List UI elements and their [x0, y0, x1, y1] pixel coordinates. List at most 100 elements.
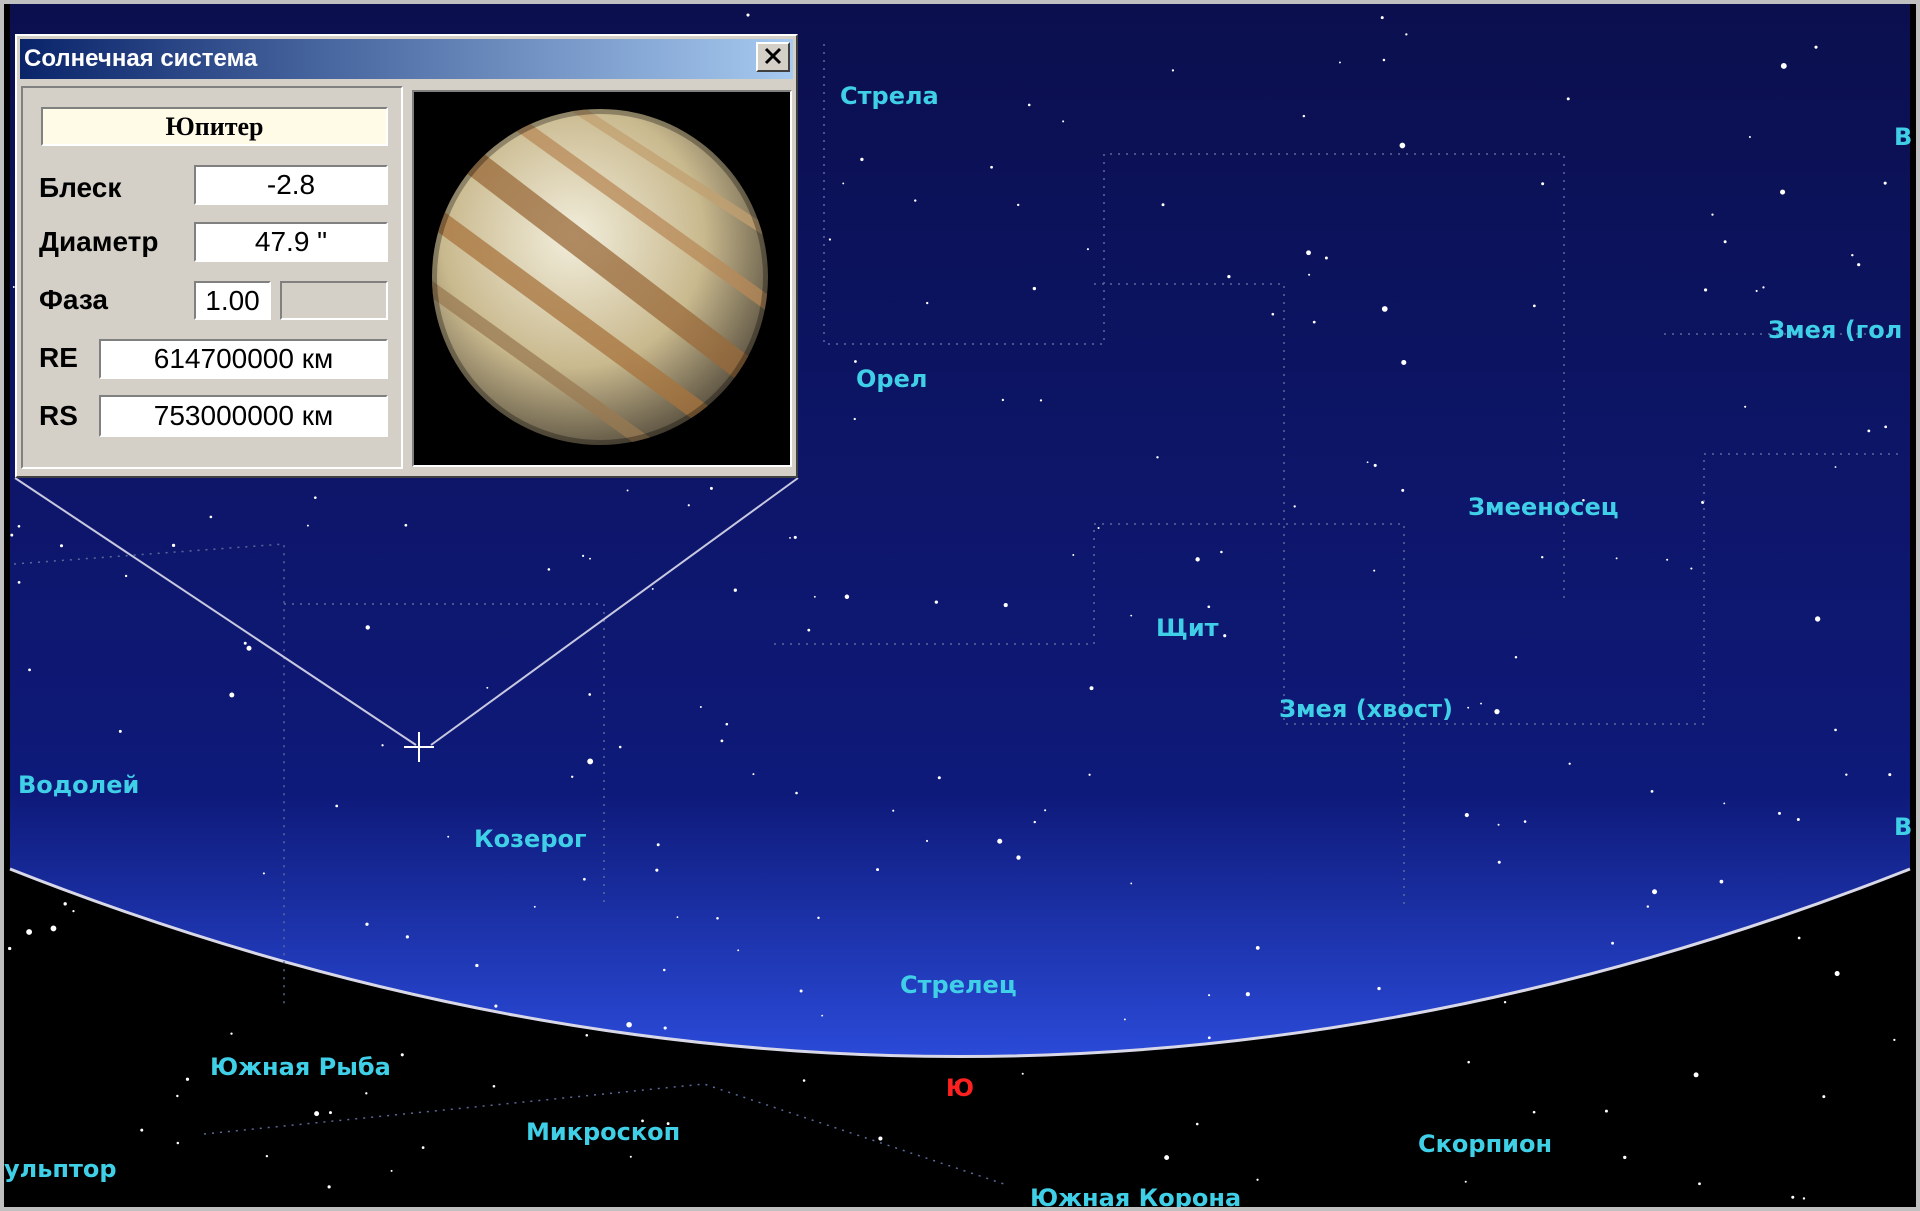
star — [1835, 971, 1840, 976]
star — [817, 917, 819, 919]
star — [585, 1034, 588, 1037]
star — [876, 868, 879, 871]
object-name: Юпитер — [41, 107, 388, 146]
star — [1325, 257, 1328, 260]
field-value: 1.00 — [194, 281, 271, 320]
star — [800, 990, 803, 993]
star — [1504, 1001, 1506, 1003]
star — [51, 926, 57, 932]
star — [28, 668, 31, 671]
star — [1256, 1179, 1258, 1181]
star — [1533, 1111, 1536, 1114]
star — [1381, 16, 1384, 19]
star — [1124, 1018, 1126, 1020]
star — [914, 199, 916, 201]
star — [821, 1015, 823, 1017]
constellation-label: ульптор — [4, 1155, 117, 1183]
star — [401, 1053, 404, 1056]
star — [1884, 425, 1887, 428]
constellation-label: Змея (гол — [1768, 316, 1902, 344]
star — [627, 490, 629, 492]
star — [1815, 616, 1820, 621]
star — [587, 758, 593, 764]
info-window: Солнечная система Юпитер Блеск-2.8Диамет… — [15, 34, 798, 478]
star — [1156, 456, 1158, 458]
star — [1744, 406, 1746, 408]
close-button[interactable] — [756, 42, 790, 72]
star — [335, 805, 338, 808]
star — [663, 969, 666, 972]
star — [548, 568, 551, 571]
star — [1797, 818, 1800, 821]
star — [655, 869, 658, 872]
star — [1652, 889, 1657, 894]
star — [1377, 987, 1380, 990]
star — [677, 916, 679, 918]
field-value: 614700000 км — [99, 339, 388, 379]
star — [1339, 62, 1341, 64]
star — [725, 723, 728, 726]
constellation-label: Щит — [1156, 614, 1219, 642]
star — [1227, 275, 1230, 278]
star — [140, 1129, 143, 1132]
star — [493, 1085, 496, 1088]
star — [1308, 274, 1310, 276]
star — [1246, 992, 1250, 996]
star — [854, 360, 857, 363]
star — [1033, 287, 1036, 290]
star — [1373, 570, 1375, 572]
star — [845, 595, 849, 599]
star — [789, 537, 791, 539]
field-label: Фаза — [39, 284, 108, 316]
star — [1088, 774, 1090, 776]
star — [1162, 203, 1165, 206]
star — [734, 589, 737, 592]
constellation-label: Южная Рыба — [210, 1053, 391, 1081]
star — [422, 1146, 425, 1149]
star — [18, 581, 21, 584]
star — [391, 1170, 393, 1172]
star — [1313, 321, 1316, 324]
star — [588, 693, 591, 696]
star — [60, 544, 63, 547]
constellation-label: Стрела — [840, 82, 939, 110]
star — [1814, 46, 1817, 49]
screen: СтрелаОрелЗмееносецЩитЗмея (хвост)Водоле… — [0, 0, 1920, 1211]
star — [1195, 557, 1199, 561]
star — [447, 836, 449, 838]
star — [72, 910, 74, 912]
star — [1762, 286, 1764, 288]
star — [1698, 1182, 1701, 1185]
star — [534, 906, 536, 908]
star — [1383, 59, 1386, 62]
star — [1778, 812, 1781, 815]
star — [1465, 813, 1469, 817]
star — [716, 917, 719, 920]
star — [1780, 190, 1785, 195]
star — [1465, 1181, 1467, 1183]
field-value: -2.8 — [194, 165, 388, 205]
star — [119, 730, 122, 733]
star — [1835, 466, 1837, 468]
star — [752, 773, 754, 775]
star — [1040, 399, 1042, 401]
star — [829, 238, 831, 240]
star — [1401, 489, 1404, 492]
star — [1382, 306, 1388, 312]
star — [626, 1022, 632, 1028]
star — [1867, 429, 1870, 432]
star — [1605, 1110, 1608, 1113]
constellation-label: Змея (хвост) — [1279, 695, 1453, 723]
constellation-label: В — [1894, 813, 1912, 841]
star — [589, 558, 591, 560]
star — [746, 14, 749, 17]
constellation-label: Южная Корона — [1030, 1184, 1241, 1207]
star — [1756, 290, 1758, 292]
constellation-label: Змееносец — [1468, 493, 1619, 521]
planet-image — [412, 90, 792, 467]
direction-label: Ю — [946, 1074, 974, 1102]
star — [475, 964, 478, 967]
star — [878, 1137, 882, 1141]
star — [366, 625, 370, 629]
star — [795, 792, 798, 795]
